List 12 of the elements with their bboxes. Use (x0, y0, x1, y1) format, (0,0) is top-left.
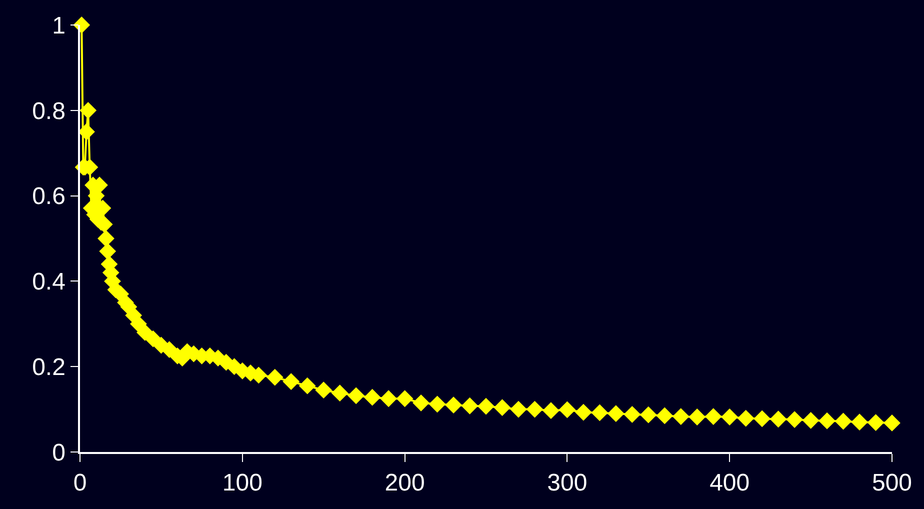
y-tick-label: 0.6 (32, 183, 66, 210)
x-tick-label: 100 (222, 470, 262, 497)
x-tick-label: 500 (872, 470, 912, 497)
y-tick-label: 0.2 (32, 354, 66, 381)
y-tick-label: 0.8 (32, 98, 66, 125)
x-tick-label: 200 (384, 470, 425, 497)
x-tick-label: 400 (710, 470, 750, 497)
x-tick-label: 300 (547, 470, 588, 497)
y-tick-label: 0 (52, 439, 66, 466)
y-tick-label: 0.4 (32, 268, 66, 296)
x-tick-label: 0 (73, 470, 87, 497)
y-tick-label: 1 (52, 12, 66, 40)
